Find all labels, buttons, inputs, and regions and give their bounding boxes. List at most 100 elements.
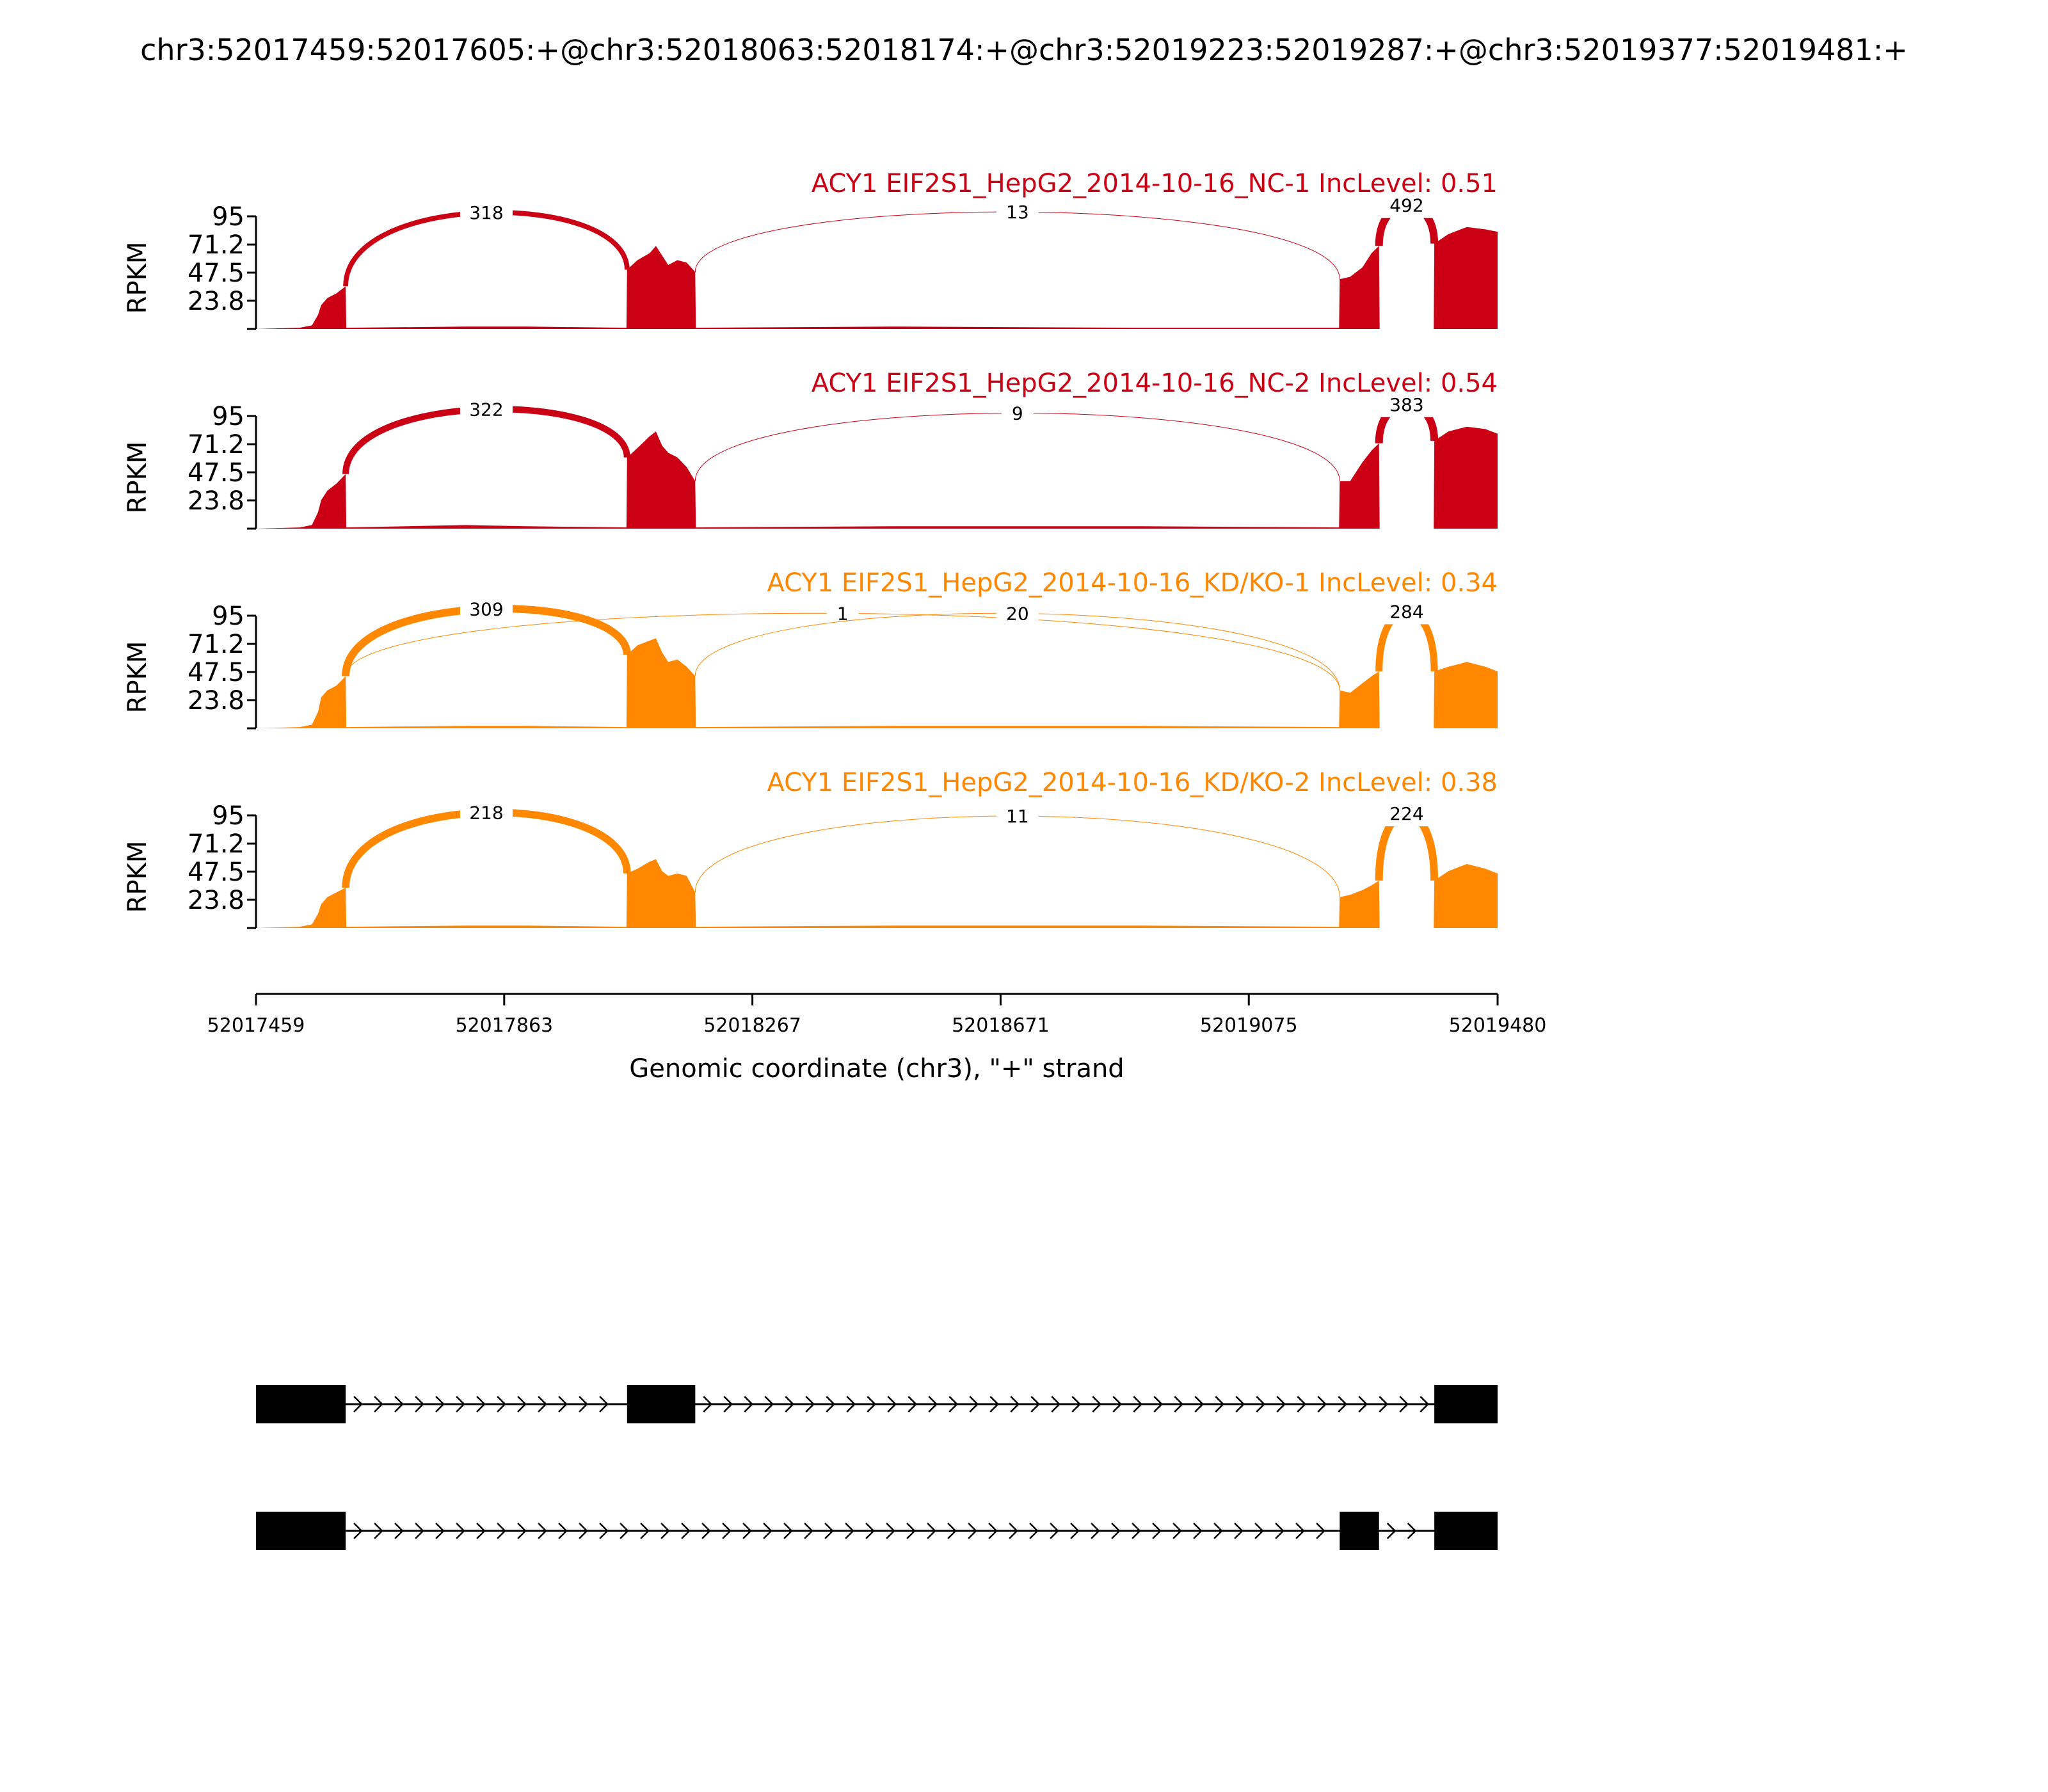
- junction-label-box: [996, 600, 1039, 627]
- junction-count: 492: [1389, 195, 1423, 216]
- y-tick-label: 71.2: [188, 829, 244, 859]
- strand-chevron-icon: [660, 1523, 670, 1539]
- junction-count: 383: [1389, 394, 1423, 415]
- strand-chevron-icon: [1215, 1396, 1225, 1412]
- strand-chevron-icon: [1407, 1523, 1417, 1539]
- figure-title: chr3:52017459:52017605:+@chr3:52018063:5…: [140, 33, 1908, 67]
- strand-chevron-icon: [1297, 1396, 1307, 1412]
- strand-chevron-icon: [640, 1523, 650, 1539]
- strand-chevron-icon: [908, 1396, 918, 1412]
- strand-chevron-icon: [742, 1523, 752, 1539]
- strand-chevron-icon: [579, 1523, 588, 1539]
- y-tick-label: 23.8: [188, 486, 244, 516]
- strand-chevron-icon: [599, 1523, 609, 1539]
- strand-chevron-icon: [1420, 1396, 1430, 1412]
- y-tick-label: 23.8: [188, 686, 244, 716]
- strand-chevron-icon: [1009, 1523, 1018, 1539]
- strand-chevron-icon: [517, 1523, 527, 1539]
- strand-chevron-icon: [1235, 1396, 1245, 1412]
- strand-chevron-icon: [538, 1396, 547, 1412]
- strand-chevron-icon: [1358, 1396, 1368, 1412]
- strand-chevron-icon: [1379, 1396, 1389, 1412]
- junction-count: 309: [469, 598, 503, 620]
- y-tick-label: 23.8: [188, 287, 244, 316]
- y-tick-label: 95: [212, 202, 244, 232]
- strand-chevron-icon: [703, 1396, 713, 1412]
- strand-chevron-icon: [968, 1523, 977, 1539]
- strand-chevron-icon: [1386, 1523, 1396, 1539]
- strand-chevron-icon: [1030, 1396, 1041, 1412]
- strand-chevron-icon: [558, 1523, 568, 1539]
- strand-chevron-icon: [497, 1523, 506, 1539]
- strand-chevron-icon: [415, 1523, 424, 1539]
- strand-chevron-icon: [1153, 1396, 1164, 1412]
- y-tick-label: 47.5: [188, 858, 244, 887]
- exon-block: [627, 1385, 696, 1423]
- strand-chevron-icon: [435, 1523, 445, 1539]
- isoform-track: [256, 1512, 1498, 1550]
- strand-chevron-icon: [1234, 1523, 1244, 1539]
- strand-chevron-icon: [846, 1396, 856, 1412]
- strand-chevron-icon: [476, 1523, 486, 1539]
- strand-chevron-icon: [744, 1396, 754, 1412]
- strand-chevron-icon: [1070, 1523, 1080, 1539]
- exon-block: [256, 1385, 346, 1423]
- junction-label-box: [460, 200, 513, 226]
- strand-chevron-icon: [558, 1396, 568, 1412]
- strand-chevron-icon: [1399, 1396, 1409, 1412]
- junction-count: 13: [1006, 202, 1029, 223]
- strand-chevron-icon: [476, 1396, 486, 1412]
- strand-chevron-icon: [394, 1396, 404, 1412]
- panel-label: ACY1 EIF2S1_HepG2_2014-10-16_KD/KO-1 Inc…: [767, 568, 1498, 598]
- coverage-area: [256, 859, 1498, 928]
- x-tick-label: 52018267: [703, 1014, 801, 1037]
- strand-chevron-icon: [1254, 1523, 1264, 1539]
- strand-chevron-icon: [394, 1523, 404, 1539]
- exon-block: [1340, 1512, 1379, 1550]
- strand-chevron-icon: [928, 1396, 938, 1412]
- strand-chevron-icon: [1112, 1396, 1123, 1412]
- strand-chevron-icon: [1213, 1523, 1223, 1539]
- y-tick-label: 23.8: [188, 886, 244, 915]
- strand-chevron-icon: [1172, 1523, 1182, 1539]
- strand-chevron-icon: [723, 1396, 733, 1412]
- strand-chevron-icon: [927, 1523, 936, 1539]
- strand-chevron-icon: [1029, 1523, 1039, 1539]
- strand-chevron-icon: [1091, 1523, 1100, 1539]
- y-tick-label: 95: [212, 801, 244, 831]
- strand-chevron-icon: [845, 1523, 854, 1539]
- strand-chevron-icon: [947, 1523, 957, 1539]
- strand-chevron-icon: [824, 1523, 834, 1539]
- strand-chevron-icon: [620, 1523, 629, 1539]
- strand-chevron-icon: [374, 1523, 383, 1539]
- strand-chevron-icon: [906, 1523, 916, 1539]
- isoform-structures: [256, 1385, 1498, 1550]
- strand-chevron-icon: [804, 1523, 813, 1539]
- exon-block: [1434, 1512, 1498, 1550]
- strand-chevron-icon: [415, 1396, 424, 1412]
- x-axis-label: Genomic coordinate (chr3), "+" strand: [629, 1054, 1124, 1084]
- strand-chevron-icon: [517, 1396, 527, 1412]
- strand-chevron-icon: [969, 1396, 979, 1412]
- strand-chevron-icon: [1338, 1396, 1348, 1412]
- strand-chevron-icon: [886, 1523, 895, 1539]
- junction-label-box: [996, 803, 1039, 829]
- strand-chevron-icon: [538, 1523, 547, 1539]
- y-axis-label: RPKM: [123, 841, 152, 913]
- junction-count: 11: [1006, 806, 1029, 827]
- strand-chevron-icon: [579, 1396, 588, 1412]
- strand-chevron-icon: [989, 1396, 1000, 1412]
- strand-chevron-icon: [456, 1396, 465, 1412]
- y-tick-label: 47.5: [188, 259, 244, 288]
- strand-chevron-icon: [887, 1396, 897, 1412]
- junction-count: 284: [1389, 601, 1423, 622]
- strand-chevron-icon: [805, 1396, 815, 1412]
- panel-label: ACY1 EIF2S1_HepG2_2014-10-16_KD/KO-2 Inc…: [767, 768, 1498, 797]
- y-tick-label: 95: [212, 402, 244, 431]
- strand-chevron-icon: [1193, 1523, 1203, 1539]
- x-tick-label: 52018671: [952, 1014, 1050, 1037]
- strand-chevron-icon: [763, 1523, 772, 1539]
